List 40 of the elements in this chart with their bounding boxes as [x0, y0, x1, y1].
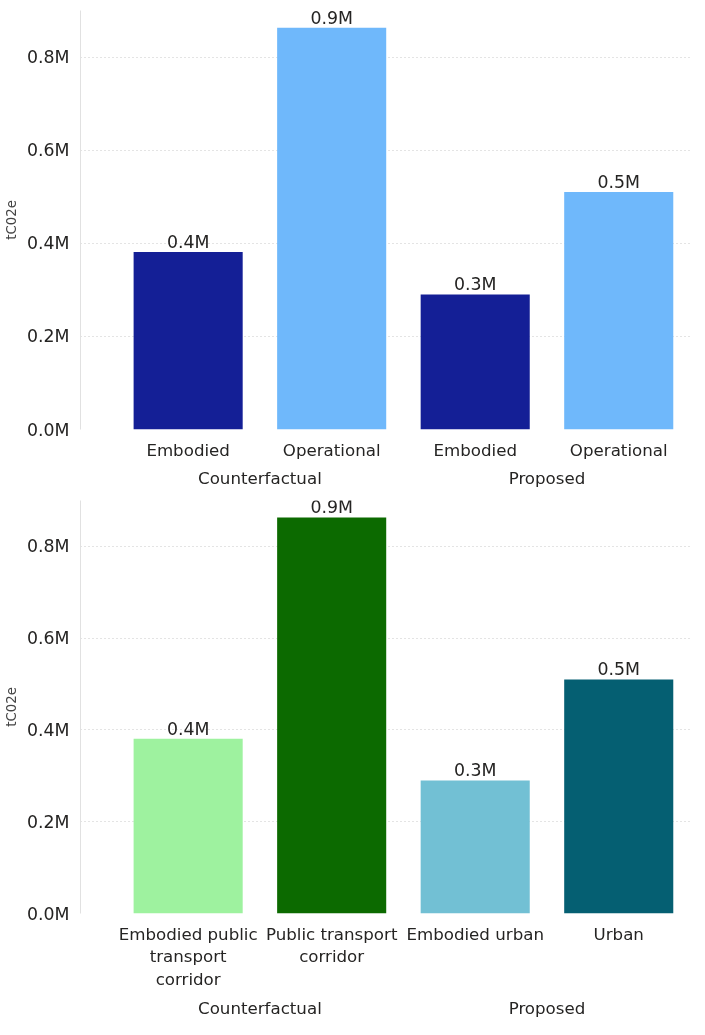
y-tick-label: 0.0M [26, 419, 70, 440]
bar [277, 517, 387, 914]
y-tick-label: 0.4M [26, 233, 70, 254]
x-tick-label: Embodied [146, 440, 230, 460]
data-label: 0.5M [597, 172, 640, 193]
y-tick-label: 0.2M [26, 811, 70, 832]
bar [277, 27, 387, 430]
x-tick-label: Embodied [433, 440, 517, 460]
text: Counterfactual [198, 468, 322, 488]
text: Proposed [508, 998, 586, 1018]
x-tick-label: Operational [282, 440, 381, 460]
data-label: 0.3M [453, 274, 497, 295]
y-axis-title: tC02e [3, 687, 19, 727]
y-tick-label: 0.4M [26, 719, 70, 740]
bar [133, 738, 243, 914]
text: Counterfactual [198, 998, 322, 1018]
x-tick-label: Urban [593, 924, 644, 944]
bar [564, 679, 674, 914]
y-tick-label: 0.8M [26, 536, 70, 557]
y-tick-label: 0.8M [26, 47, 70, 68]
data-label: 0.4M [166, 718, 210, 739]
y-tick-label: 0.6M [26, 628, 70, 649]
data-label: 0.5M [597, 659, 640, 680]
data-label: 0.9M [310, 497, 353, 518]
data-label: 0.4M [166, 232, 210, 253]
data-label: 0.9M [310, 7, 353, 28]
x-tick-label: Operational [569, 440, 668, 460]
bar [420, 294, 530, 430]
data-label: 0.3M [453, 760, 497, 781]
bar [420, 780, 530, 914]
x-tick-label: Public transport corridor [265, 924, 398, 967]
x-tick-label: Embodied urban [406, 924, 544, 944]
y-axis-title: tC02e [3, 200, 19, 240]
y-tick-label: 0.2M [26, 326, 70, 347]
y-tick-label: 0.0M [26, 903, 70, 924]
text: Proposed [508, 468, 586, 488]
x-tick-label: Embodied public transport corridor [118, 924, 258, 990]
bar [133, 252, 243, 430]
bar [564, 192, 674, 430]
y-tick-label: 0.6M [26, 140, 70, 161]
